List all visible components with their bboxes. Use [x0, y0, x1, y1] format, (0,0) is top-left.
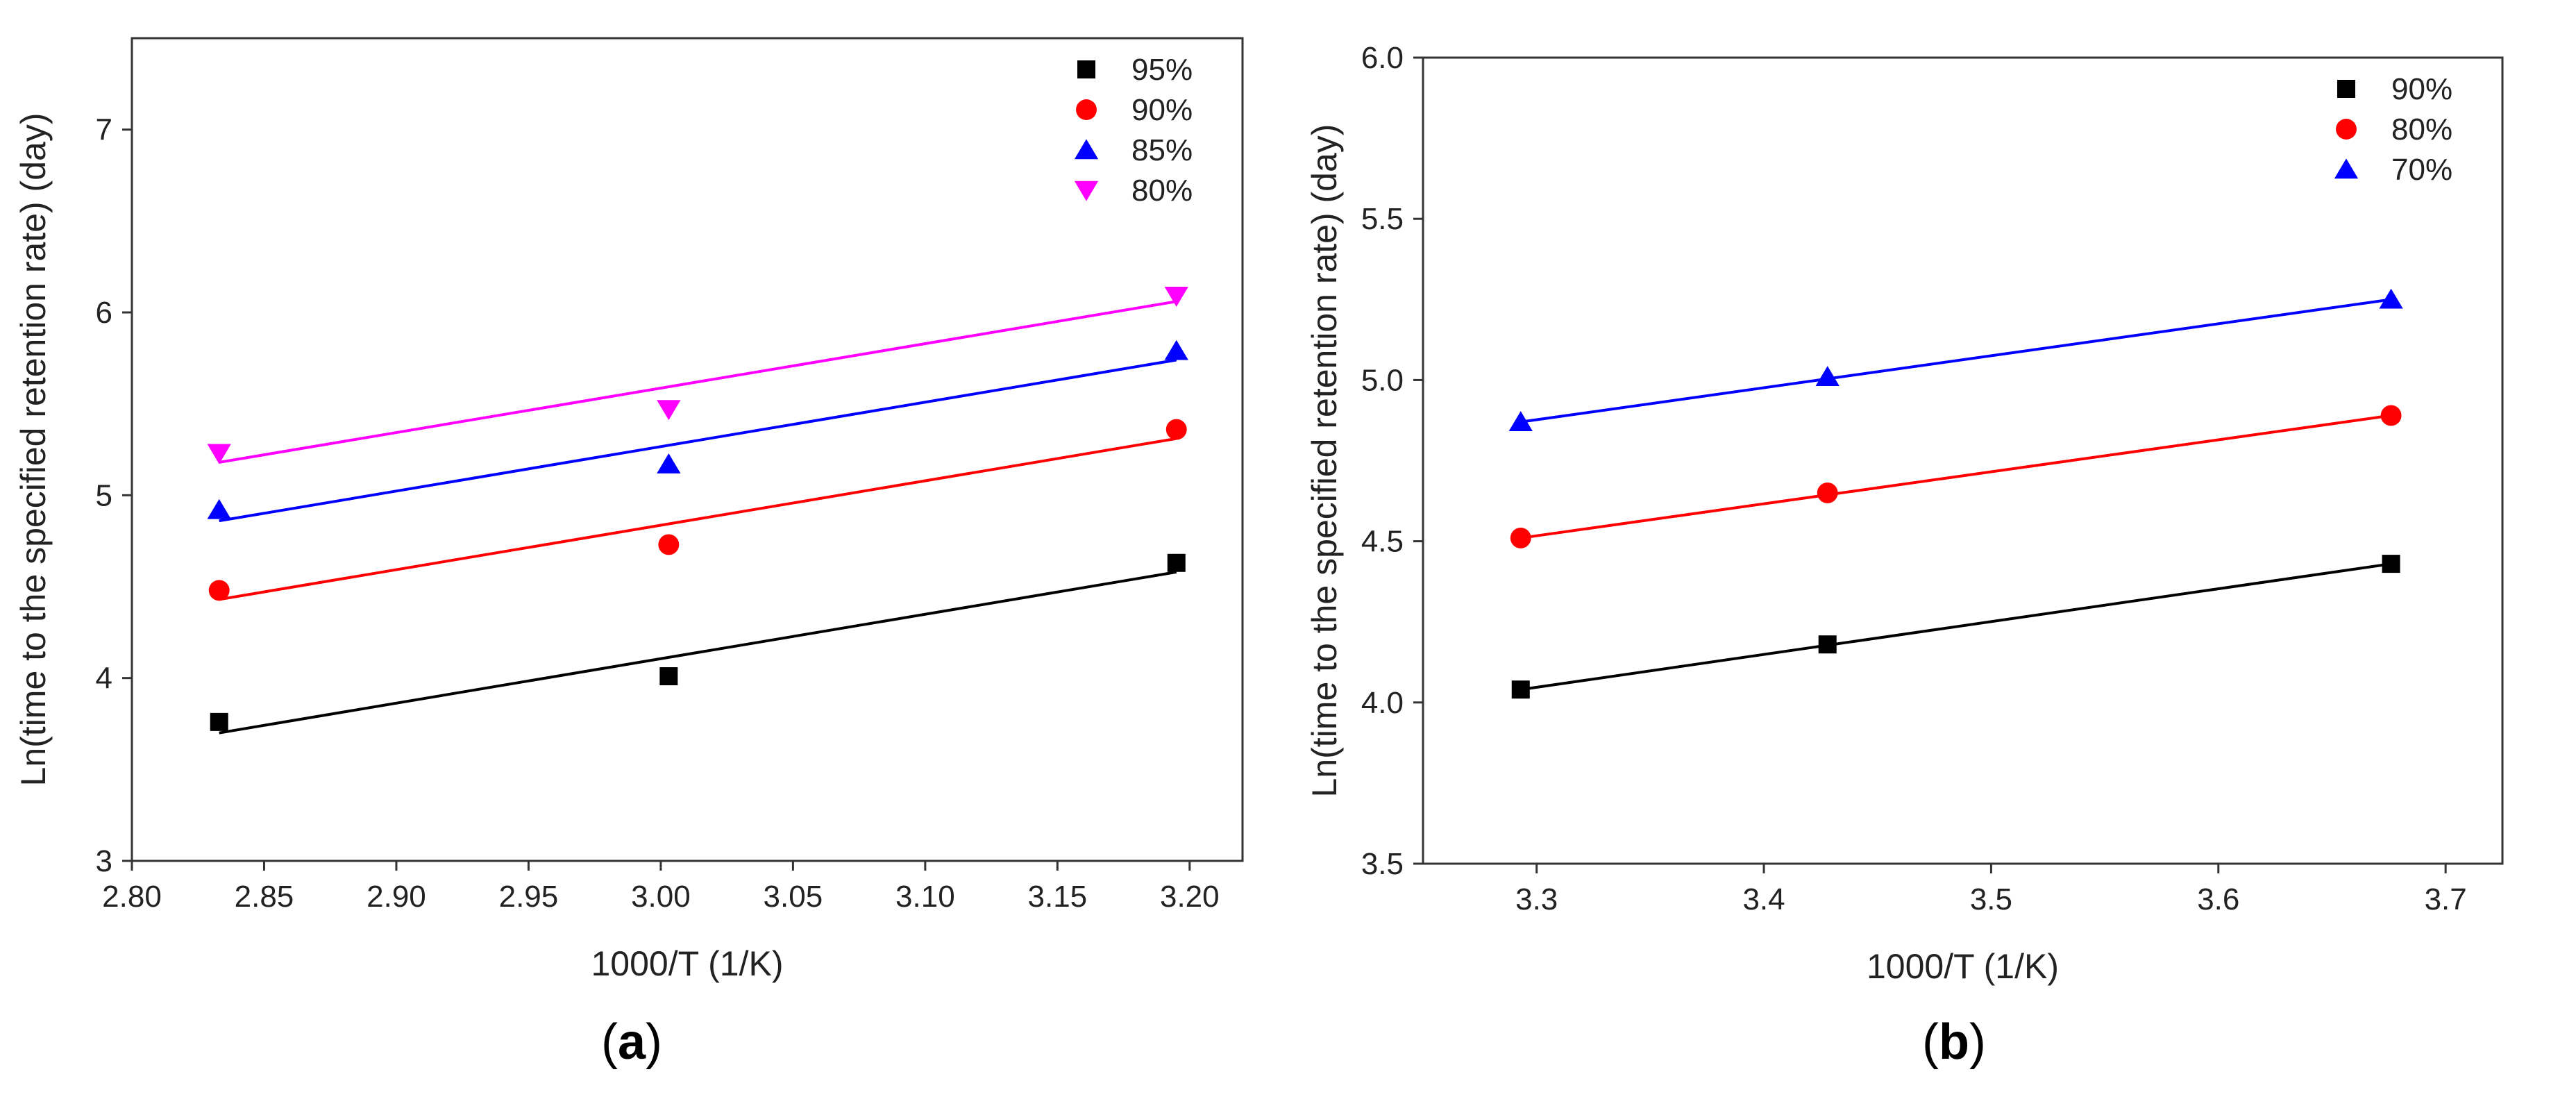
- y-tick-label: 5: [96, 478, 112, 512]
- y-tick-label: 4.0: [1361, 686, 1404, 720]
- data-point-80pct: [1510, 528, 1531, 548]
- data-point-90pct: [1511, 680, 1530, 699]
- y-tick-label: 4.5: [1361, 525, 1404, 559]
- data-point-70pct: [2379, 288, 2403, 309]
- y-tick-label: 3: [96, 844, 112, 878]
- y-tick-label: 6: [96, 296, 112, 330]
- x-tick-label: 2.80: [102, 880, 162, 914]
- data-point-90pct: [1165, 419, 1187, 440]
- data-point-80pct: [207, 444, 231, 464]
- y-tick-label: 5.0: [1361, 363, 1404, 397]
- y-tick-label: 4: [96, 662, 112, 696]
- x-axis-title: 1000/T (1/K): [1867, 947, 2059, 986]
- legend-label: 70%: [2391, 153, 2452, 187]
- x-tick-label: 3.6: [2197, 882, 2239, 916]
- data-point-95pct: [659, 667, 678, 686]
- legend-label: 95%: [1131, 53, 1193, 87]
- x-tick-label: 3.7: [2425, 882, 2467, 916]
- x-tick-label: 2.95: [499, 880, 559, 914]
- data-point-80pct: [657, 400, 681, 421]
- legend-label: 85%: [1131, 133, 1193, 167]
- legend-marker-95pct: [1077, 60, 1095, 78]
- x-tick-label: 2.90: [367, 880, 426, 914]
- y-axis-title: Ln(time to the specified retention rate)…: [14, 113, 53, 787]
- legend-label: 90%: [2391, 72, 2452, 106]
- fit-line-85pct: [219, 358, 1177, 523]
- data-point-90pct: [208, 580, 230, 601]
- fit-line-80pct: [1520, 414, 2391, 539]
- data-point-90pct: [2382, 555, 2400, 573]
- x-tick-label: 3.5: [1970, 882, 2012, 916]
- data-point-85pct: [1164, 339, 1188, 360]
- y-tick-label: 5.5: [1361, 202, 1404, 236]
- fit-line-90pct: [1520, 562, 2391, 691]
- chart-panel-b: 3.3 3.4 3.5 3.6 3.7 3.5 4.0 4.5 5.0 5.5 6.0 1000/T …: [1305, 41, 2504, 1070]
- panel-label: (a): [601, 1014, 662, 1070]
- legend-label: 90%: [1131, 93, 1193, 127]
- y-axis-title: Ln(time to the specified retention rate)…: [1305, 124, 1344, 798]
- data-point-80pct: [1164, 287, 1188, 307]
- x-tick-label: 2.85: [235, 880, 294, 914]
- x-axis-title: 1000/T (1/K): [591, 944, 783, 983]
- x-tick-label: 3.20: [1160, 880, 1220, 914]
- legend-label: 80%: [1131, 174, 1193, 208]
- data-point-90pct: [1818, 635, 1837, 654]
- legend-marker-70pct: [2334, 158, 2359, 179]
- data-point-70pct: [1508, 411, 1533, 432]
- chart-panel-a: 2.80 2.85 2.90 2.95 3.00 3.05 3.10 3.15 3.20 3 4 5 6…: [14, 37, 1244, 1070]
- legend-marker-85pct: [1074, 139, 1099, 160]
- fit-line-70pct: [1520, 298, 2391, 424]
- data-point-95pct: [210, 712, 228, 731]
- x-tick-label: 3.10: [895, 880, 955, 914]
- panel-label: (b): [1922, 1014, 1986, 1070]
- y-tick-label: 3.5: [1361, 847, 1404, 881]
- x-tick-label: 3.00: [631, 880, 691, 914]
- y-tick-label: 7: [96, 113, 112, 147]
- data-point-95pct: [1167, 553, 1186, 572]
- fit-line-90pct: [219, 437, 1177, 601]
- plot-frame: [1422, 56, 2504, 865]
- fit-line-95pct: [219, 570, 1177, 735]
- legend-marker-90pct: [1076, 99, 1097, 120]
- legend-marker-80pct: [2336, 119, 2357, 140]
- x-tick-label: 3.05: [764, 880, 823, 914]
- legend-marker-80pct: [1074, 181, 1099, 201]
- x-tick-label: 3.15: [1028, 880, 1088, 914]
- data-point-85pct: [207, 498, 231, 519]
- legend-marker-90pct: [2337, 80, 2355, 98]
- x-tick-label: 3.4: [1742, 882, 1785, 916]
- data-point-80pct: [1817, 482, 1838, 503]
- data-point-80pct: [2380, 405, 2402, 426]
- data-point-70pct: [1815, 366, 1840, 387]
- fit-line-80pct: [219, 300, 1177, 464]
- data-point-85pct: [657, 453, 681, 473]
- legend-label: 80%: [2391, 112, 2452, 146]
- y-tick-label: 6.0: [1361, 41, 1404, 75]
- data-point-90pct: [658, 534, 680, 555]
- x-tick-label: 3.3: [1515, 882, 1558, 916]
- plot-frame: [131, 37, 1244, 862]
